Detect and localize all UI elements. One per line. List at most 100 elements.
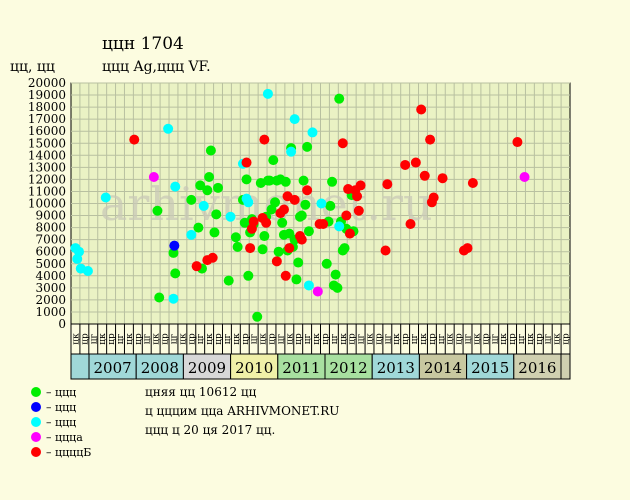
data-point	[248, 216, 259, 227]
data-point	[280, 270, 291, 281]
data-point	[273, 246, 284, 257]
data-point	[129, 134, 140, 145]
quarter-label: цр	[161, 333, 171, 345]
data-point	[419, 170, 430, 181]
quarter-label: цр	[348, 333, 358, 345]
data-point	[425, 134, 436, 145]
data-point	[339, 243, 350, 254]
data-point	[223, 275, 234, 286]
data-point	[205, 145, 216, 156]
legend-label: – ццца	[46, 431, 83, 444]
quarter-label: цр	[321, 333, 331, 345]
data-point	[230, 232, 241, 243]
quarter-label: цр	[535, 333, 545, 345]
quarter-label: цк	[312, 333, 322, 345]
year-label: 2015	[471, 359, 509, 377]
data-point	[416, 104, 427, 115]
data-point	[264, 175, 275, 186]
y-tick-label: 17000	[28, 112, 66, 126]
y-tick-label: 6000	[35, 245, 66, 259]
y-tick-label: 15000	[28, 136, 66, 150]
data-point	[154, 292, 165, 303]
data-point	[207, 252, 218, 263]
quarter-label: цг	[223, 333, 233, 344]
quarter-label: цк	[446, 333, 456, 345]
y-tick-label: 11000	[28, 184, 66, 198]
quarter-label: цр	[374, 333, 384, 345]
data-point	[344, 228, 355, 239]
data-point	[303, 280, 314, 291]
legend: – ццц – ццц – ццц – ццца – ццццБ	[31, 386, 91, 459]
data-point	[204, 171, 215, 182]
quarter-label: цр	[508, 333, 518, 345]
y-tick-label: 13000	[28, 160, 66, 174]
quarter-label: цр	[187, 333, 197, 345]
data-point	[268, 155, 279, 166]
quarter-label: цр	[294, 333, 304, 345]
data-point	[462, 243, 473, 254]
data-point	[262, 88, 273, 99]
data-point	[186, 229, 197, 240]
year-label: 2010	[235, 359, 273, 377]
data-point	[352, 191, 363, 202]
y-tick-label: 4000	[35, 269, 66, 283]
data-point	[380, 245, 391, 256]
y-tick-label: 12000	[28, 172, 66, 186]
data-point	[209, 227, 220, 238]
data-point	[243, 270, 254, 281]
quarter-label: цк	[339, 333, 349, 345]
year-label: 2009	[188, 359, 226, 377]
data-point	[211, 209, 222, 220]
data-point	[300, 199, 311, 210]
year-label: 2008	[141, 359, 179, 377]
quarter-label: цр	[241, 333, 251, 345]
data-point	[186, 194, 197, 205]
quarter-label: цр	[214, 333, 224, 345]
quarter-label: цк	[98, 333, 108, 345]
data-point	[202, 185, 213, 196]
data-point	[261, 217, 272, 228]
quarter-label: цр	[267, 333, 277, 345]
y-tick-label: 0	[58, 317, 66, 331]
data-point	[327, 176, 338, 187]
data-point	[512, 137, 523, 148]
quarter-label: цк	[259, 333, 269, 345]
data-point	[318, 218, 329, 229]
quarter-label: цг	[357, 333, 367, 344]
data-point	[353, 205, 364, 216]
data-point	[321, 258, 332, 269]
year-band-lead	[70, 353, 90, 380]
data-point	[296, 210, 307, 221]
legend-label: – ццц	[46, 386, 76, 399]
quarter-label: цк	[499, 333, 509, 345]
data-point	[213, 182, 224, 193]
legend-marker	[31, 402, 41, 412]
quarter-label: цр	[428, 333, 438, 345]
y-tick-label: 20000	[28, 76, 66, 90]
quarter-label: цг	[517, 333, 527, 344]
quarter-label: цг	[116, 333, 126, 344]
quarter-label: цк	[232, 333, 242, 345]
data-point	[225, 211, 236, 222]
data-point	[341, 210, 352, 221]
y-tick-label: 18000	[28, 100, 66, 114]
data-point	[270, 197, 281, 208]
data-point	[193, 222, 204, 233]
year-label: 2016	[518, 359, 556, 377]
quarter-label: цр	[401, 333, 411, 345]
quarter-label: цк	[392, 333, 402, 345]
data-point	[170, 181, 181, 192]
data-point	[519, 171, 530, 182]
data-points	[70, 88, 530, 322]
quarter-label: цг	[169, 333, 179, 344]
data-point	[334, 93, 345, 104]
data-point	[198, 200, 209, 211]
quarter-label: цк	[205, 333, 215, 345]
year-band-tail	[560, 353, 571, 380]
year-cell	[418, 353, 468, 380]
y-tick-label: 8000	[35, 221, 66, 235]
data-point	[302, 141, 313, 152]
quarter-label: цг	[250, 333, 260, 344]
year-label: 2007	[94, 359, 132, 377]
